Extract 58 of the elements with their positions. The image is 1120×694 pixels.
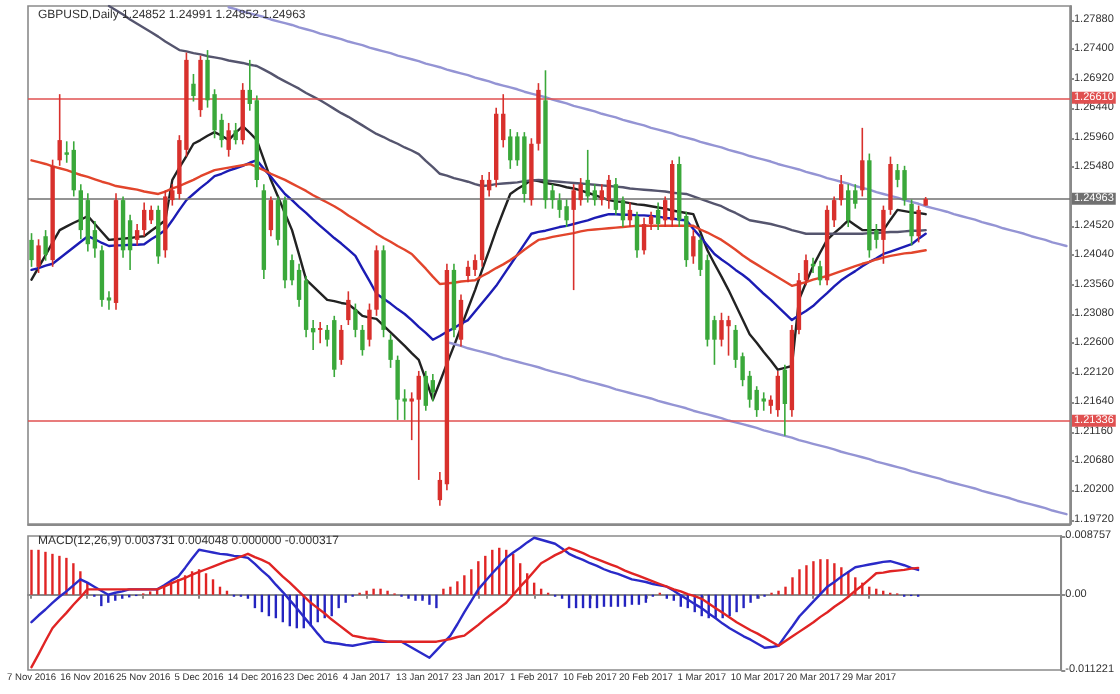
candlestick xyxy=(775,370,781,418)
line-series xyxy=(30,159,927,341)
candlestick xyxy=(719,311,724,348)
candlestick xyxy=(838,174,844,207)
candlestick xyxy=(36,238,41,274)
candlestick xyxy=(881,204,886,265)
candlestick xyxy=(346,290,351,326)
candlestick xyxy=(465,259,471,283)
candlestick xyxy=(860,127,865,198)
candlestick xyxy=(57,93,62,167)
candlestick xyxy=(472,253,478,277)
candlestick xyxy=(846,183,851,228)
candlestick xyxy=(641,217,647,256)
candlestick xyxy=(134,223,140,247)
candlestick xyxy=(902,165,907,207)
candlestick xyxy=(817,259,823,287)
candlestick xyxy=(85,192,91,253)
candlestick xyxy=(592,183,597,207)
candlestick xyxy=(78,183,83,241)
candlestick xyxy=(317,321,323,345)
candlestick xyxy=(71,140,76,198)
candlestick xyxy=(29,232,34,268)
candlestick xyxy=(423,370,428,412)
line-series xyxy=(445,340,1068,516)
candlestick xyxy=(367,302,372,348)
candlestick xyxy=(191,73,196,103)
candlestick xyxy=(268,195,274,238)
candlestick xyxy=(557,192,562,219)
candlestick xyxy=(578,177,583,207)
candlestick xyxy=(916,204,921,244)
candlestick xyxy=(691,229,696,265)
candlestick xyxy=(360,324,365,357)
candlestick xyxy=(803,253,809,287)
candlestick xyxy=(634,210,640,259)
candlestick xyxy=(156,204,161,265)
candlestick xyxy=(606,174,612,210)
candlestick xyxy=(226,122,231,158)
candlestick xyxy=(613,177,619,216)
candlestick xyxy=(599,183,604,207)
candlestick xyxy=(416,370,421,481)
candlestick xyxy=(388,333,393,369)
candlestick xyxy=(395,354,400,421)
candlestick xyxy=(353,302,358,339)
candlestick xyxy=(648,210,654,231)
candlestick xyxy=(43,229,48,262)
candlestick xyxy=(233,122,238,146)
candlestick xyxy=(726,315,731,357)
candlestick xyxy=(888,155,893,216)
candlestick xyxy=(458,293,464,348)
candlestick xyxy=(564,198,569,228)
candlestick xyxy=(339,324,344,366)
candlestick xyxy=(909,198,914,247)
candlestick xyxy=(141,201,147,238)
candlestick xyxy=(655,201,661,231)
candlestick xyxy=(508,128,513,170)
candlestick xyxy=(571,183,576,291)
candlestick xyxy=(761,391,766,412)
candlestick xyxy=(782,364,788,437)
